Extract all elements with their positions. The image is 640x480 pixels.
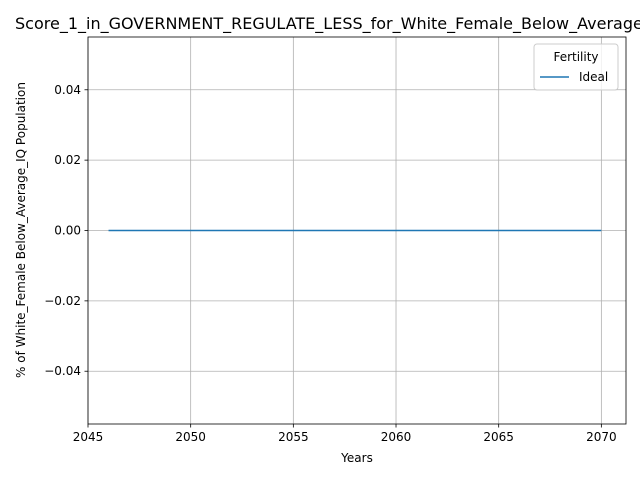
x-axis-label: Years xyxy=(340,451,373,465)
x-axis-ticks: 2045 2050 2055 2060 2065 2070 xyxy=(73,424,617,444)
y-tick-label: −0.04 xyxy=(44,364,81,378)
legend: Fertility Ideal xyxy=(533,43,619,91)
legend-label-ideal: Ideal xyxy=(579,70,608,84)
y-axis-label: % of White_Female Below_Average_IQ Popul… xyxy=(14,82,28,378)
legend-frame xyxy=(533,43,619,91)
y-tick-label: 0.04 xyxy=(54,83,81,97)
y-tick-label: 0.00 xyxy=(54,224,81,238)
x-tick-label: 2060 xyxy=(381,430,412,444)
x-tick-label: 2055 xyxy=(278,430,309,444)
legend-title: Fertility xyxy=(553,50,598,64)
chart-title: Score_1_in_GOVERNMENT_REGULATE_LESS_for_… xyxy=(15,14,640,34)
x-tick-label: 2050 xyxy=(175,430,206,444)
x-tick-label: 2065 xyxy=(483,430,514,444)
y-tick-label: −0.02 xyxy=(44,294,81,308)
x-tick-label: 2045 xyxy=(73,430,104,444)
x-tick-label: 2070 xyxy=(586,430,617,444)
y-axis-ticks: −0.04 −0.02 0.00 0.02 0.04 xyxy=(44,83,88,378)
y-tick-label: 0.02 xyxy=(54,153,81,167)
